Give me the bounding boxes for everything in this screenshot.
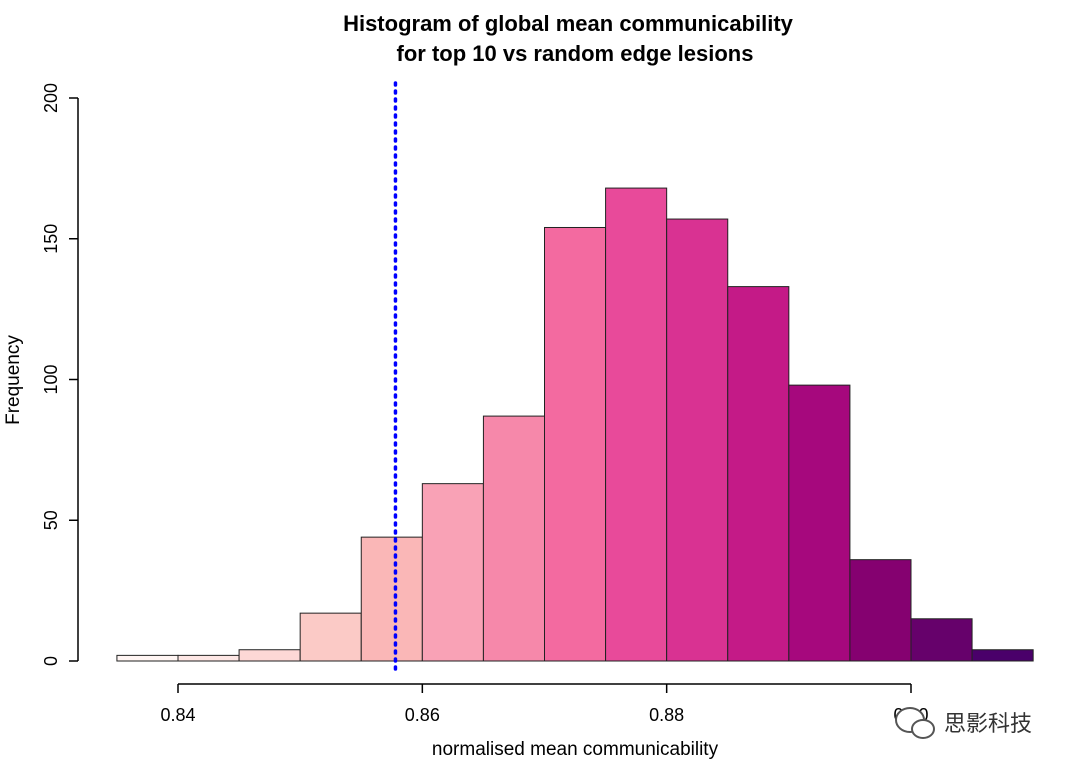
- histogram-bar: [971, 649, 1034, 662]
- histogram-bar: [849, 559, 912, 662]
- histogram-bar: [727, 286, 790, 662]
- watermark-text: 思影科技: [944, 712, 1032, 737]
- x-axis-label: normalised mean communicability: [432, 739, 719, 760]
- histogram-bar: [482, 415, 545, 662]
- histogram-bar: [666, 218, 729, 662]
- histogram-bars: [116, 187, 1034, 662]
- y-tick-label: 200: [41, 83, 61, 113]
- y-axis-label: Frequency: [3, 335, 24, 425]
- histogram-bar: [299, 612, 362, 662]
- histogram-bar: [360, 536, 423, 662]
- y-tick-label: 50: [41, 510, 61, 530]
- histogram-bar: [544, 226, 607, 662]
- y-tick-label: 0: [41, 656, 61, 666]
- histogram-bar: [605, 187, 668, 662]
- x-axis: 0.840.860.880.90: [160, 683, 929, 725]
- histogram-bar: [238, 649, 301, 662]
- histogram-bar: [116, 654, 179, 662]
- y-tick-label: 100: [41, 364, 61, 394]
- histogram-bar: [177, 654, 240, 662]
- watermark: 思影科技: [895, 707, 1032, 739]
- x-tick-label: 0.86: [405, 705, 440, 725]
- histogram-bar: [910, 618, 973, 662]
- y-axis: 0 50 100 150 200: [41, 83, 79, 666]
- x-tick-label: 0.84: [160, 705, 195, 725]
- histogram-bar: [421, 483, 484, 662]
- chart-title-line-2: for top 10 vs random edge lesions: [397, 41, 754, 66]
- chart-title-line-1: Histogram of global mean communicability: [343, 11, 794, 36]
- y-tick-label: 150: [41, 224, 61, 254]
- wechat-icon: [895, 707, 935, 739]
- x-tick-label: 0.88: [649, 705, 684, 725]
- histogram-bar: [788, 384, 851, 662]
